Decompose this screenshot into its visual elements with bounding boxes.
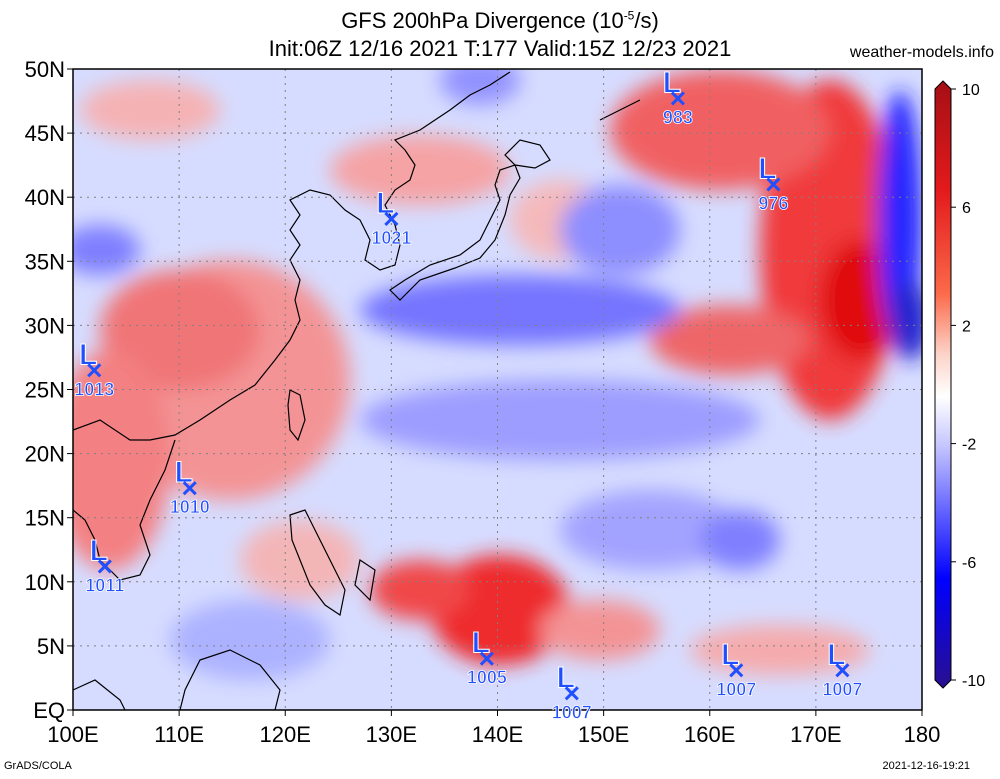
colorbar-label: 2 bbox=[962, 318, 971, 335]
low-pressure-value: 983 bbox=[663, 107, 693, 127]
low-pressure-value: 1013 bbox=[74, 379, 114, 399]
low-pressure-value: 1021 bbox=[371, 228, 411, 248]
low-marker: L 1010 bbox=[169, 456, 210, 518]
low-pressure-value: 1005 bbox=[467, 668, 507, 688]
lon-tick-label: 140E bbox=[472, 722, 523, 747]
low-letter: L bbox=[557, 661, 575, 694]
lon-tick-label: 120E bbox=[260, 722, 311, 747]
lon-tick-label: 170E bbox=[790, 722, 841, 747]
lat-lon-grid bbox=[73, 69, 922, 710]
low-center-x bbox=[835, 663, 850, 678]
colorbar-label: 6 bbox=[962, 200, 971, 217]
low-letter: L bbox=[721, 638, 739, 671]
divergence-map: 100E 110E 120E 130E 140E 150E 160E 170E 180 EQ 5N… bbox=[25, 57, 986, 747]
lon-tick-label: 130E bbox=[366, 722, 417, 747]
lon-tick-label: 100E bbox=[47, 722, 98, 747]
lat-tick-label: 5N bbox=[37, 634, 65, 659]
low-center-x bbox=[384, 211, 399, 227]
low-letter: L bbox=[79, 338, 97, 371]
lat-tick-label: 20N bbox=[25, 442, 65, 467]
low-letter: L bbox=[376, 187, 394, 220]
chart-subtitle: Init:06Z 12/16 2021 T:177 Valid:15Z 12/2… bbox=[268, 36, 732, 61]
lat-tick-label: 10N bbox=[25, 570, 65, 595]
low-letter: L bbox=[472, 627, 490, 660]
low-letter: L bbox=[663, 66, 681, 99]
low-center-x bbox=[670, 91, 685, 106]
low-marker: L 1011 bbox=[85, 534, 125, 596]
low-letter: L bbox=[175, 456, 193, 489]
lon-tick-label: 150E bbox=[578, 722, 629, 747]
colorbar: 10 6 2 -2 -6 -10 bbox=[934, 80, 985, 690]
lat-tick-label: 50N bbox=[25, 57, 65, 82]
lon-axis: 100E 110E 120E 130E 140E 150E 160E 170E 180 bbox=[47, 710, 940, 747]
low-letter: L bbox=[90, 534, 108, 567]
footer-credit: GrADS/COLA bbox=[4, 760, 72, 772]
lon-tick-label: 110E bbox=[154, 722, 204, 747]
low-marker: L 1013 bbox=[74, 338, 115, 400]
low-pressure-value: 1007 bbox=[822, 679, 862, 699]
low-center-x bbox=[87, 363, 102, 378]
low-center-x bbox=[564, 686, 579, 701]
pressure-lows: L 983 L 976 L 1021 L 1013 L 1010 L 1011 L 1005 L 1007 L 1… bbox=[74, 66, 863, 723]
colorbar-label: 10 bbox=[962, 82, 980, 99]
low-center-x bbox=[766, 177, 781, 192]
lon-tick-label: 180 bbox=[904, 722, 941, 747]
low-center-x bbox=[182, 481, 197, 496]
low-letter: L bbox=[758, 152, 776, 185]
low-pressure-value: 1007 bbox=[552, 702, 592, 722]
low-marker: L 1007 bbox=[551, 661, 592, 723]
low-letter: L bbox=[827, 638, 845, 671]
colorbar-label: -2 bbox=[962, 437, 976, 454]
lat-tick-label: 30N bbox=[25, 313, 65, 338]
low-pressure-value: 976 bbox=[758, 193, 788, 213]
low-center-x bbox=[479, 651, 494, 666]
low-center-x bbox=[729, 663, 744, 678]
low-marker: L 1021 bbox=[371, 186, 412, 248]
site-credit: weather-models.info bbox=[849, 44, 994, 61]
lat-tick-label: 15N bbox=[25, 506, 65, 531]
low-pressure-value: 1010 bbox=[170, 497, 210, 517]
low-marker: L 1007 bbox=[822, 638, 863, 700]
low-center-x bbox=[97, 559, 112, 574]
chart-title: GFS 200hPa Divergence (10-5/s) bbox=[341, 8, 659, 33]
lat-tick-label: 45N bbox=[25, 121, 65, 146]
colorbar-label: -6 bbox=[962, 555, 976, 572]
divergence-field bbox=[73, 69, 922, 710]
lon-tick-label: 160E bbox=[684, 722, 735, 747]
colorbar-label: -10 bbox=[962, 673, 985, 690]
low-marker: L 1007 bbox=[716, 638, 757, 700]
lat-tick-label: 35N bbox=[25, 249, 65, 274]
lat-tick-label: 40N bbox=[25, 185, 65, 210]
lat-tick-label: 25N bbox=[25, 378, 65, 403]
coastlines bbox=[73, 71, 641, 710]
low-marker: L 983 bbox=[662, 66, 693, 128]
low-marker: L 976 bbox=[758, 152, 789, 214]
footer-timestamp: 2021-12-16-19:21 bbox=[882, 760, 970, 772]
low-pressure-value: 1011 bbox=[85, 575, 124, 595]
lat-tick-label: EQ bbox=[33, 698, 65, 723]
low-marker: L 1005 bbox=[466, 626, 507, 688]
low-pressure-value: 1007 bbox=[716, 679, 756, 699]
lat-axis: EQ 5N 10N 15N 20N 25N 30N 35N 40N 45N 50N bbox=[25, 57, 73, 723]
